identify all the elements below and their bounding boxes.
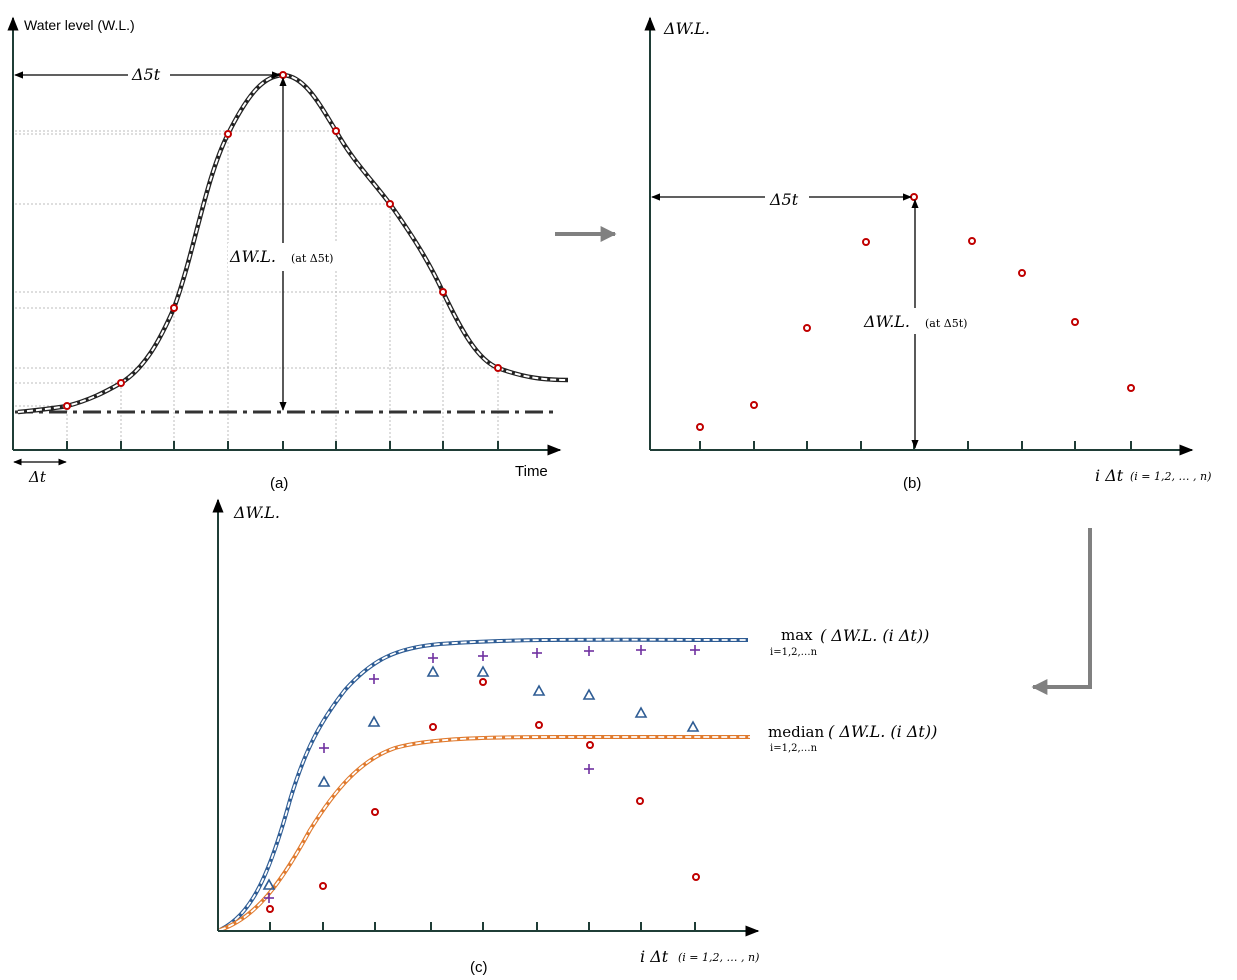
data-point [690,645,700,655]
panel-b-d5t-label: Δ5t [769,190,799,209]
panel-c-x-label: i Δt [640,947,669,966]
data-point [634,706,648,718]
max-subscript: i=1,2,…n [770,647,818,658]
panel-a-y-label: Water level (W.L.) [24,17,135,33]
panel-b-x-label: i Δt [1095,466,1124,485]
panel-c-triangle-markers [262,665,700,890]
data-point [369,674,379,684]
panel-b: ΔW.L. Δ5t ΔW.L. (at Δ5t) i Δt (i = 1,2, … [644,16,1211,492]
data-point [582,688,596,700]
data-point [319,743,329,753]
median-operator: median [768,723,824,741]
panel-c-plus-markers [264,645,700,903]
data-point [367,715,381,727]
panel-a: Water level (W.L.) Time (a) Δt Δ5t ΔW.L.… [7,16,569,492]
data-point [584,764,594,774]
data-point [429,723,437,731]
data-point [117,379,125,387]
max-argument: ( ΔW.L. (i Δt)) [820,626,929,645]
panel-c-caption: (c) [470,959,488,976]
data-point [532,684,546,696]
panel-a-x-label: Time [515,463,548,480]
data-point [428,653,438,663]
panel-b-dwl-label: ΔW.L. [863,312,910,331]
data-point [1127,384,1135,392]
data-point [692,873,700,881]
panel-c-y-label: ΔW.L. [233,503,280,522]
panel-b-caption: (b) [903,475,921,492]
data-point [750,401,758,409]
data-point [803,324,811,332]
data-point [386,200,394,208]
panel-a-dt-label: Δt [28,468,47,486]
panel-b-x-sub: (i = 1,2, … , n) [1130,470,1211,483]
data-point [636,797,644,805]
data-point [63,402,71,410]
data-point [371,808,379,816]
max-operator: max [781,626,813,644]
panel-c-x-sub: (i = 1,2, … , n) [678,951,759,964]
data-point [1071,318,1079,326]
data-point [479,678,487,686]
data-point [478,651,488,661]
panel-b-dwl-sub: (at Δ5t) [925,317,967,330]
data-point [910,193,918,201]
data-point [696,423,704,431]
data-point [266,905,274,913]
data-point [332,127,340,135]
panel-a-grid [15,130,499,448]
data-point [279,71,287,79]
data-point [1018,269,1026,277]
median-subscript: i=1,2,…n [770,743,818,754]
arrow-down-left-icon [1031,528,1092,695]
panel-a-markers [63,71,502,410]
data-point [426,665,440,677]
data-point [862,238,870,246]
panel-a-caption: (a) [270,475,288,492]
panel-a-d5t-label: Δ5t [131,65,161,84]
median-argument: ( ΔW.L. (i Δt)) [828,722,937,741]
panel-a-x-ticks [66,441,499,450]
data-point [532,648,542,658]
data-point [686,720,700,732]
data-point [476,665,490,677]
panel-c-circle-markers [266,678,700,913]
data-point [439,288,447,296]
data-point [584,646,594,656]
panel-c: ΔW.L. i Δt (i = 1,2, … , n) (c) max ( ΔW… [212,498,937,976]
data-point [170,304,178,312]
data-point [535,721,543,729]
panel-a-dwl-label: ΔW.L. [229,247,276,266]
data-point [317,775,331,787]
panel-b-markers [696,193,1135,431]
panel-a-dwl-sub: (at Δ5t) [291,252,333,265]
data-point [319,882,327,890]
data-point [264,893,274,903]
data-point [262,878,276,890]
data-point [224,130,232,138]
data-point [494,364,502,372]
data-point [586,741,594,749]
data-point [968,237,976,245]
panel-b-y-label: ΔW.L. [663,19,710,38]
data-point [636,645,646,655]
panel-c-x-ticks [269,922,696,931]
